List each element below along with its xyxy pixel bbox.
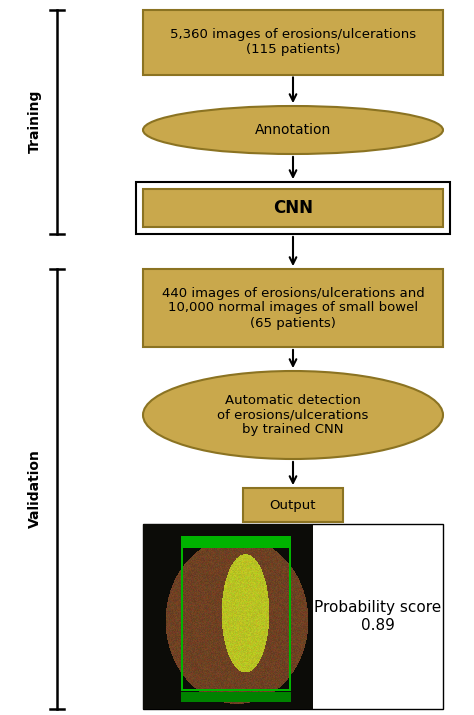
FancyBboxPatch shape [143,189,443,227]
Ellipse shape [143,371,443,459]
Text: Output: Output [270,498,316,511]
FancyBboxPatch shape [243,488,343,522]
Text: Annotation: Annotation [255,123,331,137]
FancyBboxPatch shape [136,182,450,234]
Ellipse shape [143,106,443,154]
Text: Automatic detection
of erosions/ulcerations
by trained CNN: Automatic detection of erosions/ulcerati… [217,393,369,436]
FancyBboxPatch shape [143,9,443,74]
FancyBboxPatch shape [143,524,443,709]
Text: 440 images of erosions/ulcerations and
10,000 normal images of small bowel
(65 p: 440 images of erosions/ulcerations and 1… [162,287,424,330]
Text: Training: Training [28,90,42,154]
FancyBboxPatch shape [143,269,443,347]
Text: Probability score
0.89: Probability score 0.89 [314,601,442,633]
Text: Validation: Validation [28,450,42,528]
Text: CNN: CNN [273,199,313,217]
Text: 5,360 images of erosions/ulcerations
(115 patients): 5,360 images of erosions/ulcerations (11… [170,28,416,56]
